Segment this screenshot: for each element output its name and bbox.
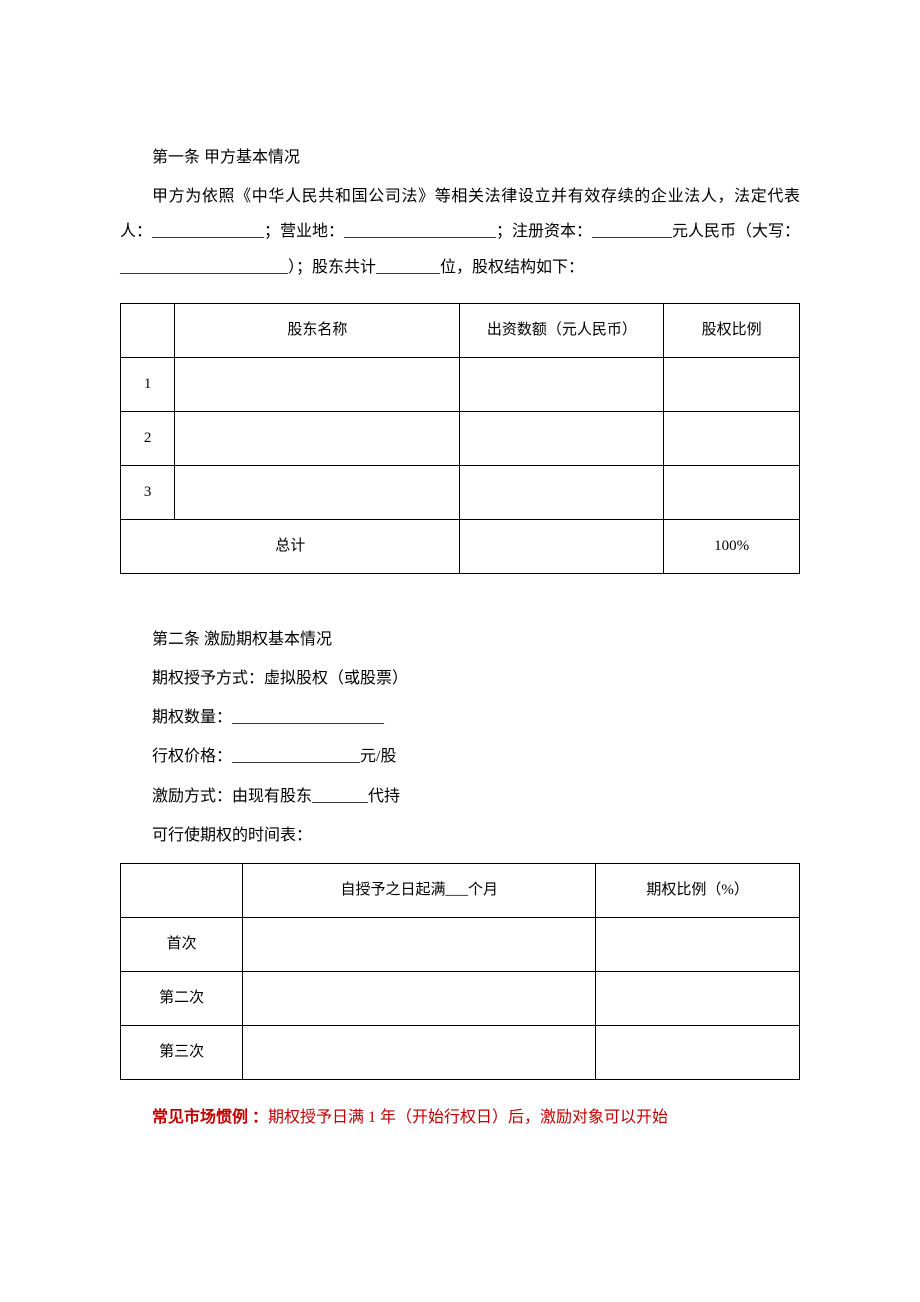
article2-line-4: 激励方式：由现有股东_______代持 [120,779,800,814]
table-row: 第二次 [121,971,800,1025]
cell-pct [596,971,800,1025]
page: 第一条 甲方基本情况 甲方为依照《中华人民共和国公司法》等相关法律设立并有效存续… [0,0,920,1211]
cell-ratio [664,357,800,411]
cell-ratio [664,465,800,519]
cell-amount [460,357,664,411]
article2-line-5: 可行使期权的时间表： [120,818,800,853]
cell-months [243,917,596,971]
cell-pct [596,917,800,971]
cell-ratio [664,411,800,465]
th-name: 股东名称 [175,303,460,357]
th-ratio: 股权比例 [664,303,800,357]
table-row: 3 [121,465,800,519]
cell-index: 1 [121,357,175,411]
note-label: 常见市场惯例 ： [152,1109,268,1126]
article1-heading: 第一条 甲方基本情况 [120,140,800,175]
cell-phase: 首次 [121,917,243,971]
table-row: 首次 [121,917,800,971]
th-phase [121,863,243,917]
cell-index: 2 [121,411,175,465]
th-index [121,303,175,357]
cell-amount [460,465,664,519]
table-row: 2 [121,411,800,465]
article2-heading: 第二条 激励期权基本情况 [120,622,800,657]
cell-name [175,411,460,465]
th-months: 自授予之日起满___个月 [243,863,596,917]
table-row: 1 [121,357,800,411]
table-row: 第三次 [121,1025,800,1079]
cell-phase: 第二次 [121,971,243,1025]
cell-pct [596,1025,800,1079]
cell-phase: 第三次 [121,1025,243,1079]
cell-amount [460,411,664,465]
th-pct: 期权比例（%） [596,863,800,917]
article1-body-text: 甲方为依照《中华人民共和国公司法》等相关法律设立并有效存续的企业法人，法定代表人… [120,179,800,285]
shareholder-table: 股东名称 出资数额（元人民币） 股权比例 1 2 3 总计 100% [120,303,800,574]
cell-name [175,357,460,411]
schedule-table: 自授予之日起满___个月 期权比例（%） 首次 第二次 第三次 [120,863,800,1080]
article2-line-3: 行权价格：________________元/股 [120,739,800,774]
cell-months [243,971,596,1025]
total-amount [460,519,664,573]
article1-body: 甲方为依照《中华人民共和国公司法》等相关法律设立并有效存续的企业法人，法定代表人… [120,179,800,285]
total-label: 总计 [121,519,460,573]
table-header-row: 自授予之日起满___个月 期权比例（%） [121,863,800,917]
table-total-row: 总计 100% [121,519,800,573]
market-note: 常见市场惯例 ：期权授予日满 1 年（开始行权日）后，激励对象可以开始 [120,1100,800,1135]
cell-index: 3 [121,465,175,519]
cell-name [175,465,460,519]
th-amount: 出资数额（元人民币） [460,303,664,357]
note-body: 期权授予日满 1 年（开始行权日）后，激励对象可以开始 [268,1109,668,1126]
table-header-row: 股东名称 出资数额（元人民币） 股权比例 [121,303,800,357]
article2-line-1: 期权授予方式：虚拟股权（或股票） [120,661,800,696]
cell-months [243,1025,596,1079]
article2-line-2: 期权数量：___________________ [120,700,800,735]
spacer [120,594,800,622]
total-ratio: 100% [664,519,800,573]
